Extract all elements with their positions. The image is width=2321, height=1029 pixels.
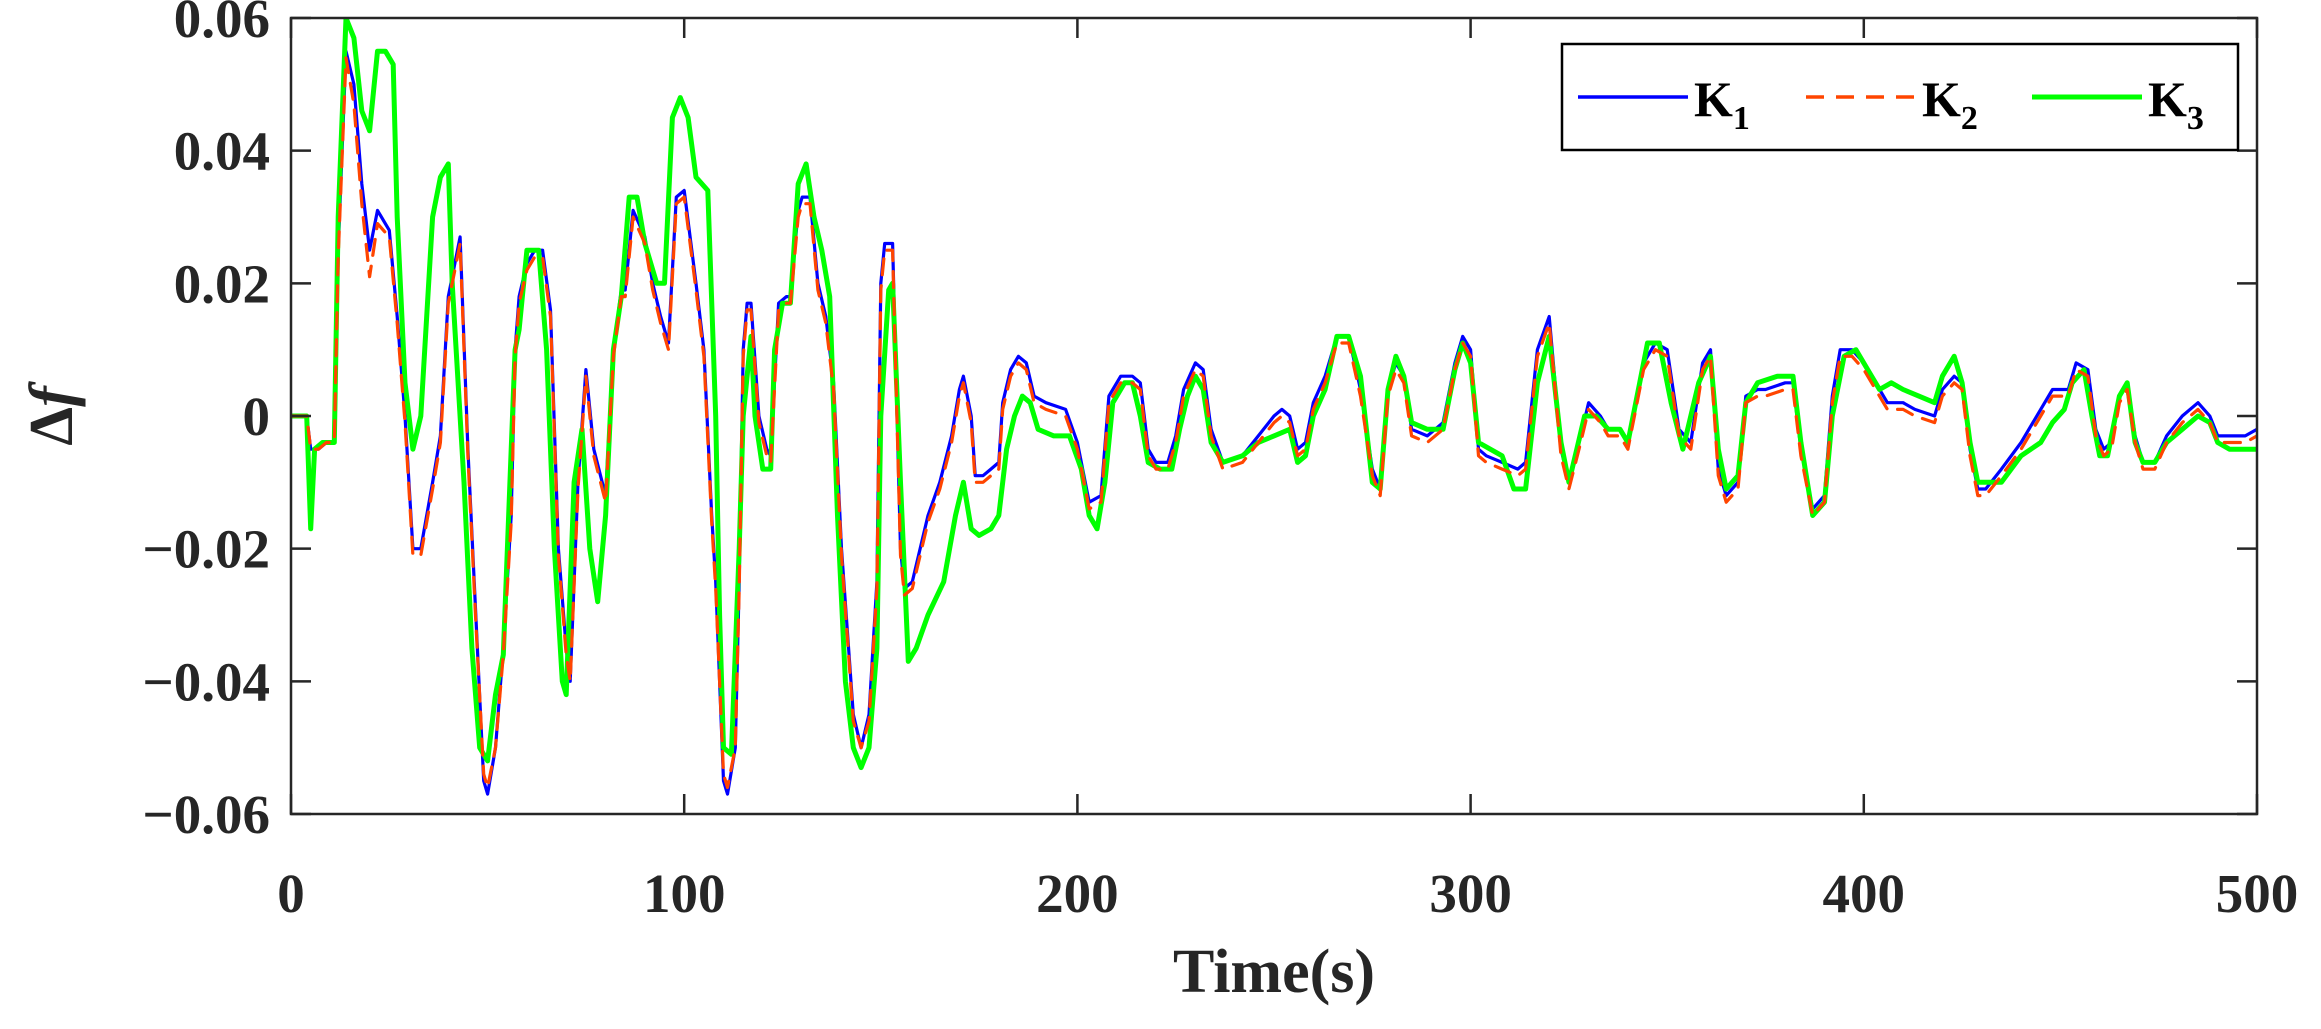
x-axis-title: Time(s) — [1173, 938, 1375, 1006]
x-tick-label: 300 — [1429, 863, 1512, 924]
y-tick-label: 0.06 — [174, 0, 270, 49]
y-tick-label: −0.02 — [142, 519, 270, 580]
y-axis-title: Δf — [18, 381, 86, 446]
x-tick-label: 100 — [643, 863, 726, 924]
x-tick-label: 0 — [277, 863, 305, 924]
legend-label-k2-main: K — [1922, 71, 1961, 127]
series-group — [291, 18, 2257, 796]
y-tick-labels: −0.06 −0.04 −0.02 0 0.02 0.04 0.06 — [142, 0, 270, 845]
legend-label-k1: K1 — [1694, 71, 1750, 137]
y-tick-label: 0.04 — [174, 121, 270, 182]
legend-label-k1-sub: 1 — [1733, 100, 1750, 137]
y-tick-label: 0 — [243, 386, 271, 447]
series-k3 — [291, 18, 2257, 771]
y-tick-label: 0.02 — [174, 253, 270, 314]
x-tick-label: 400 — [1823, 863, 1906, 924]
legend-label-k3-main: K — [2148, 71, 2187, 127]
legend: K1 K2 K3 — [1560, 42, 2240, 152]
legend-label-k3-sub: 3 — [2187, 100, 2204, 137]
x-tick-labels: 0 100 200 300 400 500 — [277, 863, 2298, 924]
y-axis-title-symbol: Δ — [18, 407, 86, 446]
y-tick-label: −0.06 — [142, 784, 270, 845]
series-k2 — [291, 56, 2257, 790]
legend-label-k1-main: K — [1694, 71, 1733, 127]
legend-label-k2: K2 — [1922, 71, 1978, 137]
legend-label-k2-sub: 2 — [1961, 100, 1978, 137]
ticks-layer — [289, 16, 2259, 816]
series-layer — [291, 18, 2257, 796]
x-tick-label: 200 — [1036, 863, 1119, 924]
y-tick-label: −0.04 — [142, 651, 270, 712]
x-tick-label: 500 — [2216, 863, 2299, 924]
legend-label-k3: K3 — [2148, 71, 2204, 137]
